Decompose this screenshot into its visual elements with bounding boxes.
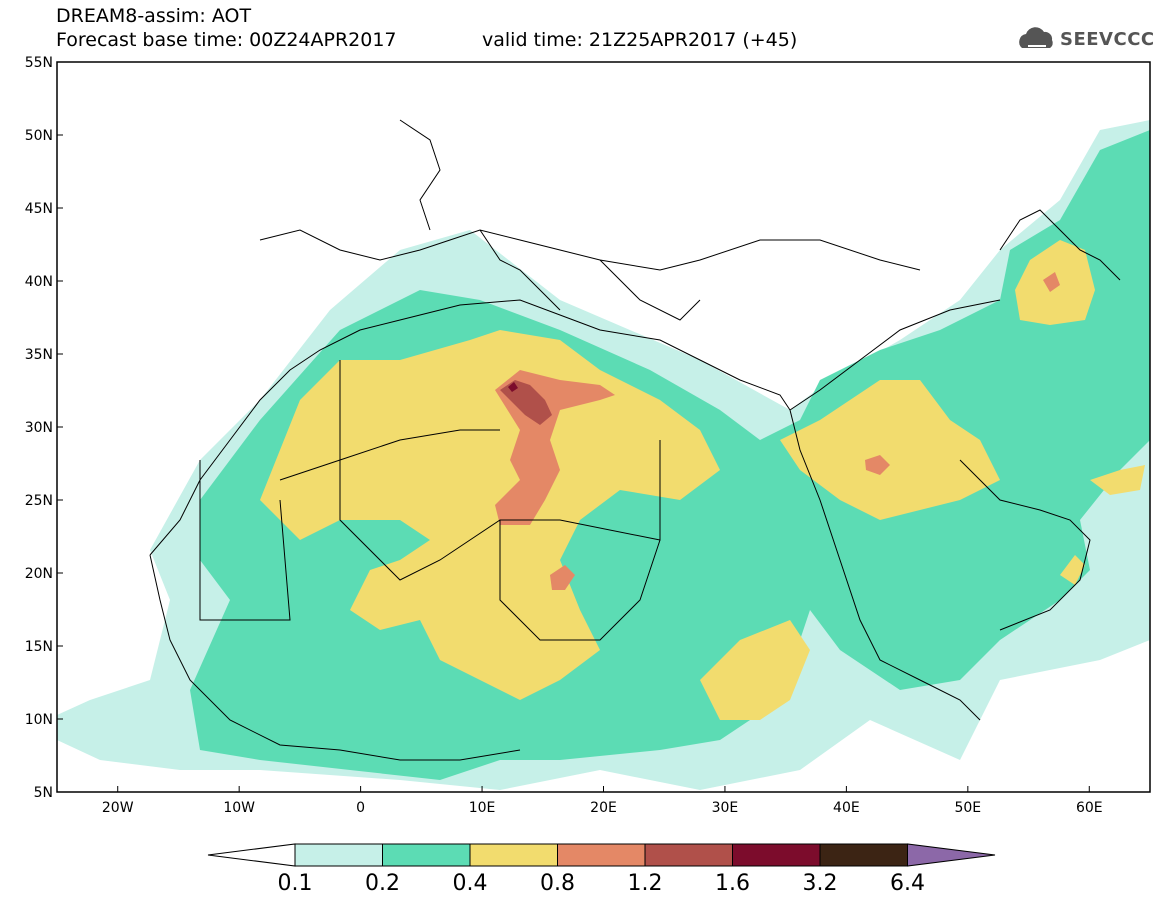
lat-tick-label: 45N xyxy=(25,201,53,217)
lat-tick-label: 25N xyxy=(25,493,53,509)
cloud-icon xyxy=(1019,27,1053,48)
lat-tick-label: 35N xyxy=(25,347,53,363)
lon-tick-label: 30E xyxy=(712,800,739,816)
lat-tick-label: 20N xyxy=(25,566,53,582)
lon-tick-label: 50E xyxy=(954,800,981,816)
aot-field xyxy=(57,120,1150,790)
lat-tick-label: 50N xyxy=(25,128,53,144)
title-base-time: Forecast base time: 00Z24APR2017 xyxy=(56,29,397,51)
aot-band-0.8-b xyxy=(550,565,575,590)
colorbar-segment xyxy=(469,843,558,867)
colorbar-label: 0.2 xyxy=(365,871,400,896)
colorbar-label: 0.1 xyxy=(278,871,313,896)
aot-band-0.8-d xyxy=(1043,272,1060,292)
aot-band-0.4-south xyxy=(700,620,810,720)
logo-text: SEEVCCC xyxy=(1060,29,1155,50)
lon-tick-label: 10W xyxy=(223,800,255,816)
colorbar-label: 6.4 xyxy=(890,871,925,896)
colorbar-segment xyxy=(644,843,733,867)
title-product: DREAM8-assim: AOT xyxy=(56,5,252,27)
colorbar-segment xyxy=(732,843,821,867)
lon-tick-label: 0 xyxy=(356,800,365,816)
title-valid-time: valid time: 21Z25APR2017 (+45) xyxy=(482,29,798,51)
lat-tick-label: 30N xyxy=(25,420,53,436)
colorbar-label: 0.8 xyxy=(540,871,575,896)
aot-band-0.4-gulf xyxy=(1090,465,1145,495)
lat-axis: 55N 50N 45N 40N 35N 30N 25N 20N 15N 10N 5N xyxy=(25,55,63,801)
colorbar-label: 1.6 xyxy=(715,871,750,896)
lon-tick-label: 40E xyxy=(833,800,860,816)
aot-band-0.8-c xyxy=(865,455,890,475)
aot-band-0.4 xyxy=(260,330,720,700)
lon-tick-label: 20W xyxy=(102,800,134,816)
colorbar: 0.1 0.2 0.4 0.8 1.2 1.6 3.2 6.4 xyxy=(207,843,996,896)
colorbar-under-triangle xyxy=(207,843,296,867)
colorbar-label: 0.4 xyxy=(453,871,488,896)
colorbar-segment xyxy=(382,843,471,867)
colorbar-label: 3.2 xyxy=(803,871,838,896)
colorbar-segment xyxy=(557,843,646,867)
lat-tick-label: 5N xyxy=(34,785,53,801)
coastlines xyxy=(149,119,1121,761)
aot-band-0.4-east xyxy=(780,380,1000,520)
colorbar-label: 1.2 xyxy=(628,871,663,896)
lon-tick-label: 20E xyxy=(590,800,617,816)
aot-band-0.4-oman xyxy=(1060,555,1085,585)
lon-tick-label: 10E xyxy=(469,800,496,816)
lat-tick-label: 15N xyxy=(25,639,53,655)
colorbar-segment xyxy=(294,843,383,867)
lon-axis: 20W 10W 0 10E 20E 30E 40E 50E 60E xyxy=(102,786,1103,816)
lon-tick-label: 60E xyxy=(1076,800,1103,816)
lat-tick-label: 10N xyxy=(25,712,53,728)
aot-band-1.6 xyxy=(508,382,518,392)
colorbar-segment xyxy=(819,843,908,867)
colorbar-over-triangle xyxy=(907,843,996,867)
lat-tick-label: 55N xyxy=(25,55,53,71)
lat-tick-label: 40N xyxy=(25,274,53,290)
